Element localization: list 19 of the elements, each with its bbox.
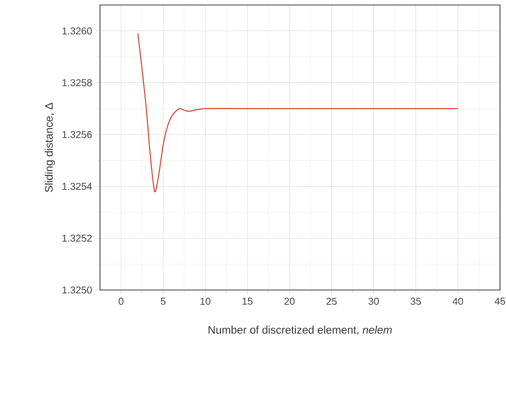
- line-series: [137, 32, 458, 192]
- x-axis-title: Number of discretized element, nelem: [208, 326, 392, 336]
- x-tick-label: 40: [452, 298, 464, 305]
- x-tick-label: 15: [242, 298, 252, 305]
- x-tick-label: 20: [284, 298, 295, 305]
- y-tick-label: 1.3254: [62, 182, 92, 190]
- x-tick-label: 10: [200, 298, 210, 305]
- y-tick-label: 1.3256: [62, 131, 92, 138]
- y-tick-label: 1.3252: [62, 234, 92, 242]
- x-tick-label: 25: [326, 298, 337, 305]
- y-tick-label: 1.3250: [62, 286, 92, 294]
- y-axis-title: Sliding distance, Δ: [44, 102, 55, 192]
- y-tick-label: 1.3260: [62, 27, 92, 34]
- x-tick-label: 30: [368, 298, 379, 305]
- y-tick-label: 1.3258: [62, 79, 92, 86]
- x-tick-label: 0: [118, 298, 124, 305]
- x-tick-label: 35: [410, 298, 421, 305]
- x-tick-label: 5: [160, 298, 166, 305]
- x-tick-label: 45: [494, 298, 506, 305]
